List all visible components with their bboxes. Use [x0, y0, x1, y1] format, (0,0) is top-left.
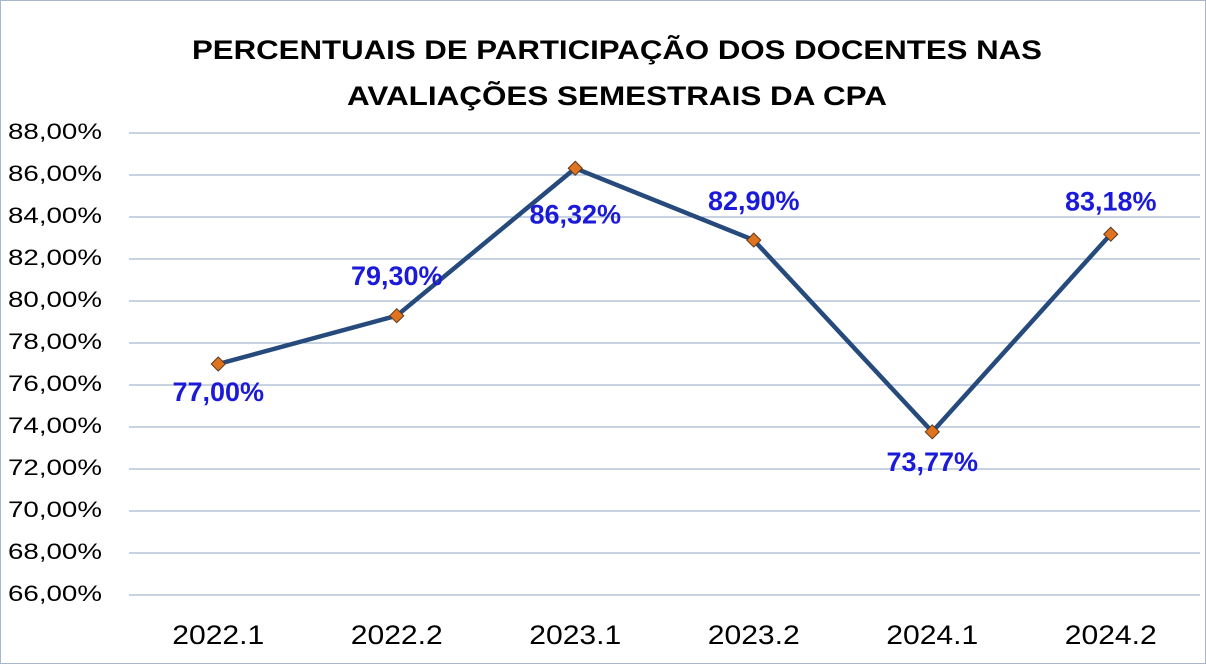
- marker: [1103, 226, 1119, 242]
- marker: [210, 356, 226, 372]
- y-tick-label: 68,00%: [8, 539, 102, 564]
- x-tick-label: 2023.2: [708, 620, 800, 650]
- x-tick-label: 2022.2: [351, 620, 443, 650]
- series-line: [217, 166, 1113, 435]
- y-tick-label: 66,00%: [8, 581, 102, 606]
- y-tick-label: 80,00%: [8, 287, 102, 312]
- marker: [567, 160, 583, 176]
- x-tick-label: 2024.1: [886, 620, 978, 650]
- data-label: 86,32%: [529, 199, 621, 229]
- y-tick-label: 72,00%: [8, 455, 102, 480]
- data-label: 83,18%: [1065, 186, 1157, 216]
- y-tick-label: 76,00%: [8, 371, 102, 396]
- y-tick-label: 86,00%: [8, 161, 102, 186]
- y-tick-label: 74,00%: [8, 413, 102, 438]
- marker: [389, 307, 405, 324]
- x-tick-label: 2024.2: [1065, 620, 1157, 650]
- y-tick-label: 88,00%: [8, 119, 102, 144]
- y-tick-label: 82,00%: [8, 245, 102, 270]
- data-label: 79,30%: [351, 261, 443, 291]
- data-label: 77,00%: [172, 377, 264, 407]
- x-tick-label: 2022.1: [172, 620, 264, 650]
- marker: [746, 232, 762, 248]
- data-label: 82,90%: [708, 186, 800, 216]
- chart-title: PERCENTUAIS DE PARTICIPAÇÃO DOS DOCENTES…: [192, 34, 1042, 65]
- data-label: 73,77%: [886, 447, 978, 477]
- marker: [924, 424, 940, 440]
- y-tick-label: 84,00%: [8, 203, 102, 228]
- y-tick-label: 78,00%: [8, 329, 102, 354]
- y-tick-label: 70,00%: [8, 497, 102, 522]
- x-tick-label: 2023.1: [529, 620, 621, 650]
- chart-title: AVALIAÇÕES SEMESTRAIS DA CPA: [347, 80, 887, 111]
